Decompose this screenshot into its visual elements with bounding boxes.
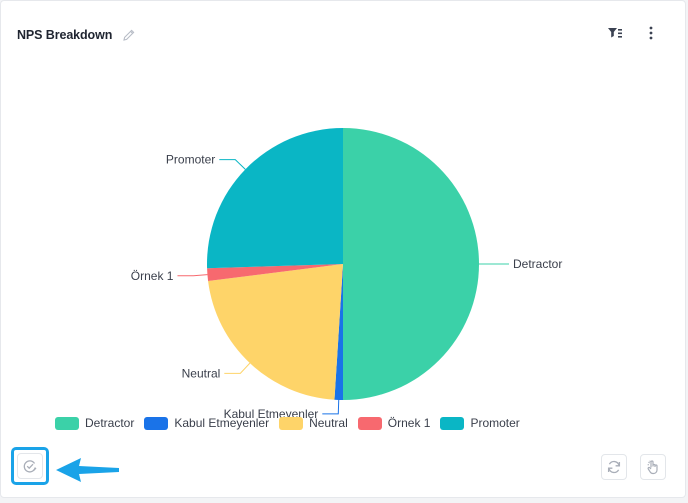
legend-swatch [357, 416, 382, 430]
chart-legend: Detractor Kabul Etmeyenler Neutral Örnek… [55, 416, 530, 430]
legend-swatch [144, 416, 169, 430]
slice-label: Neutral [182, 366, 221, 380]
leader-line [177, 274, 208, 277]
legend-swatch [279, 416, 304, 430]
card-toolbar [607, 25, 659, 41]
interact-button[interactable] [640, 454, 666, 480]
check-edit-button[interactable] [17, 453, 43, 479]
more-vertical-icon[interactable] [643, 25, 659, 41]
legend-item-kabul-etmeyenler[interactable]: Kabul Etmeyenler [144, 416, 269, 430]
legend-item-promoter[interactable]: Promoter [440, 416, 520, 430]
pie-slice-promoter[interactable] [207, 128, 343, 269]
legend-swatch [55, 416, 79, 430]
highlight-frame [11, 447, 49, 485]
slice-label: Promoter [166, 153, 215, 167]
pointer-arrow-icon [56, 458, 119, 482]
legend-item-ornek-1[interactable]: Örnek 1 [357, 416, 431, 430]
refresh-icon [607, 460, 621, 474]
slice-label: Örnek 1 [131, 269, 174, 283]
pie-slice-detractor[interactable] [343, 128, 479, 400]
pie-slice-neutral[interactable] [208, 264, 343, 400]
legend-label: Detractor [85, 416, 135, 430]
legend-label: Kabul Etmeyenler [174, 416, 270, 430]
card-header: NPS Breakdown [17, 25, 136, 45]
leader-line [322, 399, 340, 415]
legend-item-detractor[interactable]: Detractor [55, 416, 134, 430]
card-title: NPS Breakdown [17, 28, 113, 42]
legend-label: Örnek 1 [387, 416, 431, 430]
pencil-icon[interactable] [122, 28, 136, 42]
filter-list-icon[interactable] [607, 25, 623, 41]
pie-slice-kabul-etmeyenler[interactable] [334, 264, 343, 401]
legend-label: Promoter [470, 416, 520, 430]
legend-item-neutral[interactable]: Neutral [279, 416, 348, 430]
legend-label: Neutral [309, 416, 348, 430]
leader-line [224, 362, 251, 374]
pie-slice-örnek-1[interactable] [207, 264, 343, 282]
check-edit-icon [23, 460, 37, 473]
leader-line [219, 159, 246, 170]
hand-pointer-icon [647, 460, 658, 475]
slice-label: Detractor [513, 257, 562, 271]
legend-swatch [440, 416, 465, 430]
refresh-button[interactable] [601, 454, 627, 480]
